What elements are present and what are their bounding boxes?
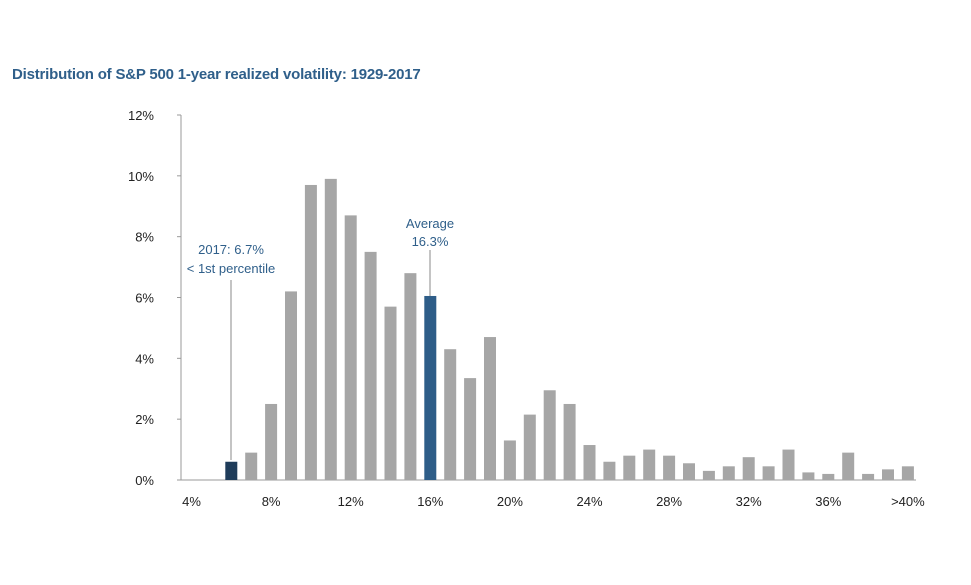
histogram-bar <box>901 466 914 480</box>
x-tick-label: 28% <box>656 494 682 509</box>
histogram-bar <box>643 449 656 480</box>
histogram-bar <box>842 452 855 480</box>
histogram-bar <box>364 251 377 480</box>
x-tick-label: 32% <box>736 494 762 509</box>
histogram-bar <box>563 403 576 480</box>
histogram-bar <box>603 461 616 480</box>
histogram-bar <box>344 215 357 480</box>
histogram-bar <box>702 470 715 480</box>
y-tick-label: 4% <box>135 351 154 366</box>
histogram-bar <box>663 455 676 480</box>
histogram-bar <box>762 466 775 480</box>
x-tick-label: 16% <box>417 494 443 509</box>
histogram-bar <box>722 466 735 480</box>
histogram-bar <box>802 472 815 480</box>
x-tick-label: 4% <box>182 494 201 509</box>
histogram-bar <box>782 449 795 480</box>
histogram-bar <box>543 390 556 480</box>
histogram-bar <box>862 473 875 480</box>
x-tick-label: 20% <box>497 494 523 509</box>
histogram-bar <box>882 469 894 480</box>
x-tick-label: 8% <box>262 494 281 509</box>
histogram-bar <box>245 452 258 480</box>
y-tick-label: 2% <box>135 412 154 427</box>
histogram-bar <box>822 473 835 480</box>
y-tick-label: 0% <box>135 473 154 488</box>
histogram-bar <box>464 378 477 480</box>
histogram-bar <box>503 440 516 480</box>
histogram-bar <box>285 291 297 480</box>
histogram-bar <box>404 273 417 480</box>
histogram-bar <box>683 463 695 480</box>
histogram-bar <box>384 306 397 480</box>
histogram-bar-average <box>424 295 437 480</box>
x-tick-label: >40% <box>891 494 925 509</box>
annotation-2017-line1: 2017: 6.7% <box>198 242 264 257</box>
annotation-average-line1: Average <box>406 216 454 231</box>
histogram-bar <box>304 184 317 481</box>
x-tick-label: 36% <box>815 494 841 509</box>
histogram-bar <box>623 455 636 480</box>
histogram-bar <box>523 414 536 480</box>
y-tick-label: 6% <box>135 291 154 306</box>
y-tick-label: 12% <box>128 108 154 123</box>
histogram-bar <box>265 403 278 480</box>
histogram-bar <box>444 349 457 480</box>
histogram-bar <box>324 178 337 480</box>
annotation-2017-line2: < 1st percentile <box>187 261 276 276</box>
histogram-bar <box>583 445 596 480</box>
x-tick-label: 24% <box>576 494 602 509</box>
y-tick-label: 10% <box>128 169 154 184</box>
annotation-average-line2: 16.3% <box>412 234 449 249</box>
y-tick-label: 8% <box>135 230 154 245</box>
histogram-bar <box>742 457 755 480</box>
x-tick-label: 12% <box>338 494 364 509</box>
chart-title: Distribution of S&P 500 1-year realized … <box>12 66 421 83</box>
histogram-bar-2017 <box>225 461 238 480</box>
histogram-bar <box>484 337 496 480</box>
